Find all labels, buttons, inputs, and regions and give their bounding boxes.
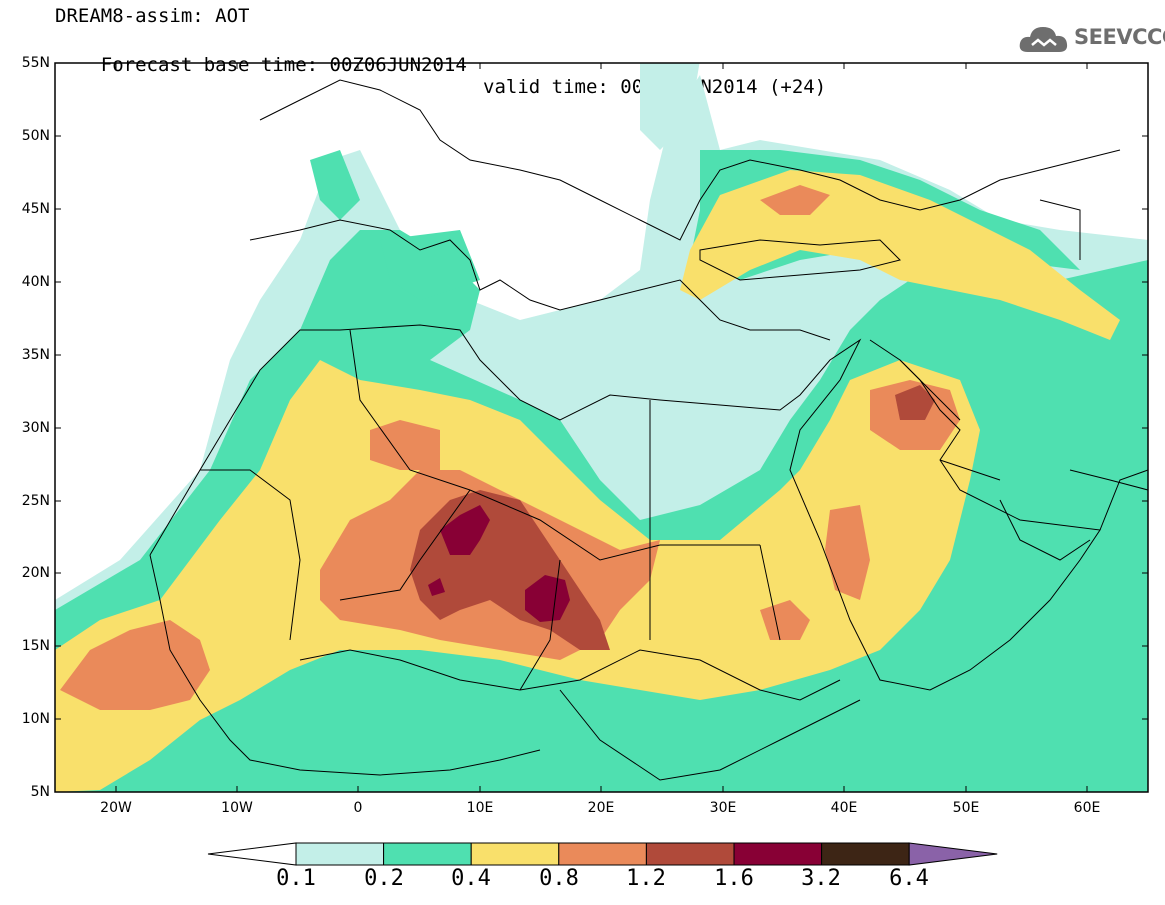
axis-ticks	[55, 62, 1148, 793]
lon-label-10e: 10E	[466, 800, 494, 816]
lon-label-60e: 60E	[1073, 800, 1101, 816]
colorbar-swatch	[821, 842, 910, 866]
lon-label-30e: 30E	[709, 800, 737, 816]
lon-label-40e: 40E	[830, 800, 858, 816]
lat-label-55n: 55N	[21, 55, 50, 71]
colorbar-swatch	[383, 842, 472, 866]
colorbar-label: 3.2	[801, 866, 841, 891]
colorbar-label: 0.4	[451, 866, 491, 891]
lat-label-40n: 40N	[21, 274, 50, 290]
colorbar-swatch	[733, 842, 823, 866]
lon-label-0: 0	[353, 800, 363, 816]
lon-label-20w: 20W	[100, 800, 132, 816]
colorbar-label: 6.4	[889, 866, 929, 891]
lat-label-20n: 20N	[21, 565, 50, 581]
logo-text: SEEVCCC	[1074, 25, 1165, 49]
seevccc-logo: SEEVCCC	[1018, 22, 1165, 56]
colorbar-underflow-arrow	[207, 842, 297, 866]
lat-label-5n: 5N	[30, 784, 50, 800]
colorbar-label: 1.2	[626, 866, 666, 891]
colorbar-label: 1.6	[714, 866, 754, 891]
coastlines-and-borders	[149, 79, 1148, 781]
lat-label-25n: 25N	[21, 493, 50, 509]
lon-label-50e: 50E	[952, 800, 980, 816]
colorbar-swatch	[645, 842, 735, 866]
colorbar-swatch	[558, 842, 647, 866]
lat-label-30n: 30N	[21, 420, 50, 436]
colorbar-label: 0.1	[276, 866, 316, 891]
lon-label-10w: 10W	[221, 800, 253, 816]
forecast-base-time: Forecast base time: 00Z06JUN2014	[100, 54, 467, 76]
aot-contour-fields	[55, 63, 1148, 792]
colorbar-swatch	[470, 842, 560, 866]
lat-label-50n: 50N	[21, 128, 50, 144]
lat-label-35n: 35N	[21, 347, 50, 363]
cloud-icon	[1019, 27, 1068, 52]
map-title: DREAM8-assim: AOT	[55, 5, 250, 27]
lon-label-20e: 20E	[587, 800, 615, 816]
lat-label-45n: 45N	[21, 201, 50, 217]
colorbar-label: 0.8	[539, 866, 579, 891]
colorbar-swatch	[295, 842, 385, 866]
colorbar-label: 0.2	[364, 866, 404, 891]
colorbar-overflow-arrow	[908, 842, 998, 866]
lat-label-15n: 15N	[21, 638, 50, 654]
lat-label-10n: 10N	[21, 711, 50, 727]
